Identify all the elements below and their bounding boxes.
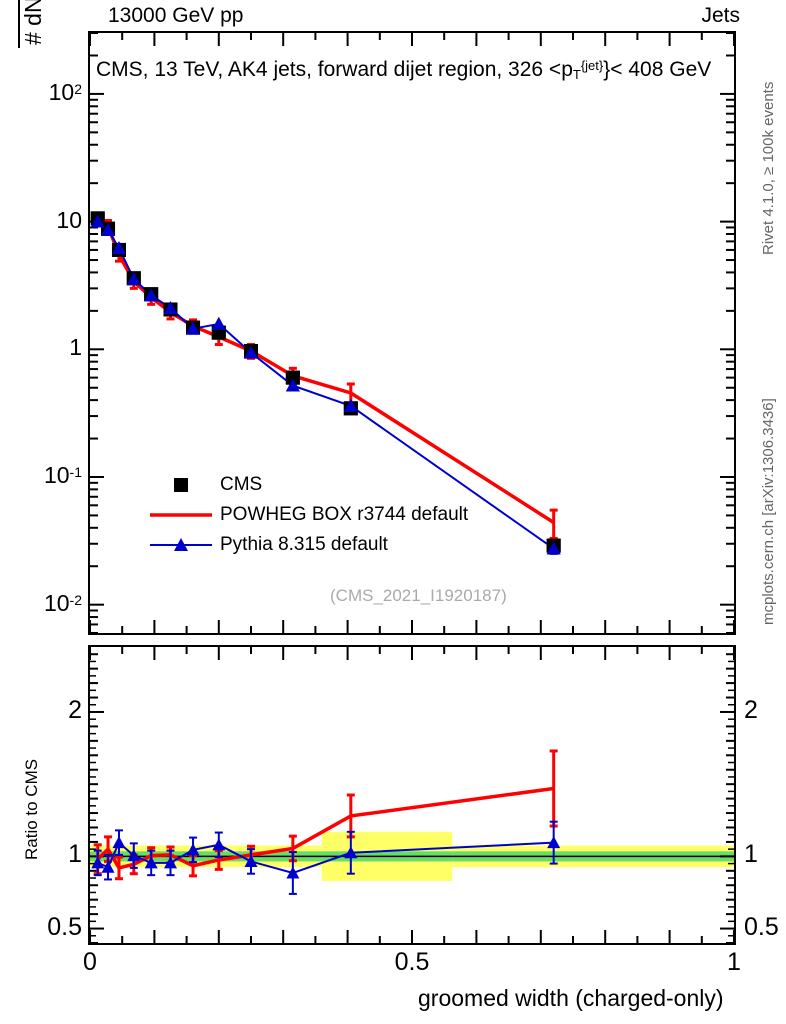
x-tick-2: 1	[727, 948, 741, 976]
main-plot-panel	[88, 31, 736, 635]
x-tick-0: 0	[83, 948, 97, 976]
x-axis-title: groomed width (charged-only)	[418, 985, 724, 1011]
y-axis-frac-1: 1 # dN / d pT	[0, 0, 48, 48]
y-tick-ratio-left-2: 0.5	[47, 912, 82, 941]
y-tick-ratio-right-2: 0.5	[744, 912, 779, 941]
y-tick-main-1: 10	[56, 206, 82, 233]
plot-title-sub: T	[572, 67, 581, 82]
y-axis-title-main: 1 # dN / d pT # d2N d pT d λ	[0, 0, 48, 48]
header-collision-energy: 13000 GeV pp	[108, 4, 244, 27]
y-tick-main-0: 102	[48, 78, 82, 105]
y-tick-ratio-right-1: 1	[744, 840, 758, 869]
y-tick-main-2: 1	[69, 334, 82, 361]
header-analysis-category: Jets	[701, 4, 740, 27]
ratio-plot-canvas	[90, 647, 734, 943]
y-tick-ratio-left-0: 2	[68, 695, 82, 724]
main-plot-canvas	[90, 33, 734, 633]
plot-title-suffix: }< 408 GeV	[603, 58, 712, 81]
x-tick-1: 0.5	[394, 948, 430, 976]
legend-label: Pythia 8.315 default	[220, 534, 388, 555]
legend-key-none-icon	[150, 506, 212, 524]
legend: CMS POWHEG BOX r3744 default Pythia 8.315 …	[150, 470, 468, 560]
rivet-version-note: Rivet 4.1.0, ≥ 100k events	[760, 81, 777, 255]
legend-label: POWHEG BOX r3744 default	[220, 504, 469, 525]
legend-entry-pythia: Pythia 8.315 default	[150, 530, 468, 560]
legend-label: CMS	[220, 474, 263, 495]
legend-key-triangle-icon	[150, 536, 212, 554]
y-tick-main-3: 10-1	[43, 461, 82, 488]
ratio-plot-panel	[88, 645, 736, 945]
plot-title-sup: {jet}	[580, 58, 604, 73]
legend-key-square-icon	[150, 476, 212, 494]
y-axis-title-ratio: Ratio to CMS	[22, 758, 41, 860]
plot-title: CMS, 13 TeV, AK4 jets, forward dijet reg…	[96, 58, 711, 82]
y-tick-main-4: 10-2	[43, 589, 82, 616]
ratio-series-pythia-8-315-default	[91, 820, 561, 895]
legend-entry-powheg: POWHEG BOX r3744 default	[150, 500, 468, 530]
y-tick-ratio-left-1: 1	[68, 840, 82, 869]
y-tick-ratio-right-0: 2	[744, 695, 758, 724]
mcplots-source-note: mcplots.cern.ch [arXiv:1306.3436]	[760, 398, 777, 625]
series-pythia-markers	[90, 214, 561, 555]
legend-entry-cms: CMS	[150, 470, 468, 500]
analysis-id-watermark: (CMS_2021_I1920187)	[330, 586, 507, 605]
plot-title-prefix: CMS, 13 TeV, AK4 jets, forward dijet reg…	[96, 58, 573, 81]
